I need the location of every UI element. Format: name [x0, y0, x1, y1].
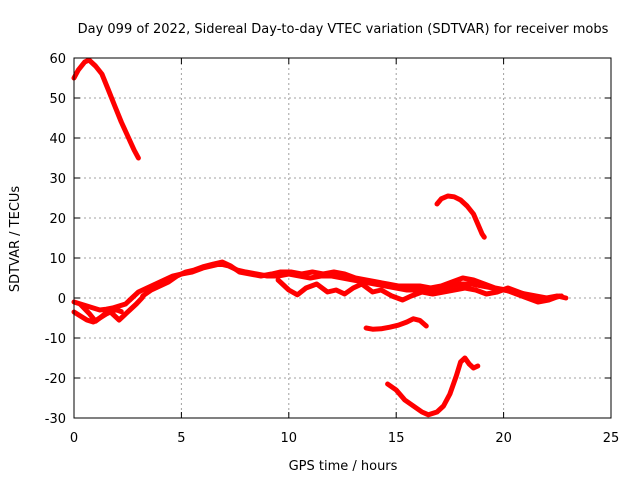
y-tick-label: -20	[45, 372, 66, 387]
y-tick-label: -30	[45, 412, 66, 427]
x-tick-label: 15	[388, 431, 405, 446]
series-arc-4	[385, 355, 481, 418]
y-tick-label: 10	[49, 252, 66, 267]
grid-lines	[74, 58, 611, 418]
series-arc-3	[363, 316, 429, 332]
y-tick-label: 50	[49, 92, 66, 107]
series-layer	[71, 57, 569, 418]
x-tick-label: 0	[70, 431, 78, 446]
series-arc-10	[275, 277, 565, 303]
y-tick-label: 30	[49, 172, 66, 187]
series-arc-7	[77, 301, 124, 324]
x-tick-label: 5	[177, 431, 185, 446]
axis-ticks: 0 5 10 15 20 25 -30 -20 -10 0 10 20 30 40 50 60	[45, 52, 620, 446]
y-axis-label: SDTVAR / TECUs	[8, 186, 23, 293]
y-tick-label: 60	[49, 52, 66, 67]
y-tick-label: -10	[45, 332, 66, 347]
plot-frame	[73, 57, 612, 419]
y-tick-label: 20	[49, 212, 66, 227]
y-tick-label: 40	[49, 132, 66, 147]
x-tick-label: 10	[281, 431, 298, 446]
x-axis-label: GPS time / hours	[289, 459, 398, 474]
y-tick-label: 0	[58, 292, 66, 307]
series-arc-9	[140, 259, 562, 305]
x-tick-label: 25	[603, 431, 620, 446]
series-arc-2	[434, 193, 487, 240]
x-tick-label: 20	[495, 431, 512, 446]
series-arc-1	[71, 57, 141, 161]
chart-title: Day 099 of 2022, Sidereal Day-to-day VTE…	[78, 22, 609, 37]
